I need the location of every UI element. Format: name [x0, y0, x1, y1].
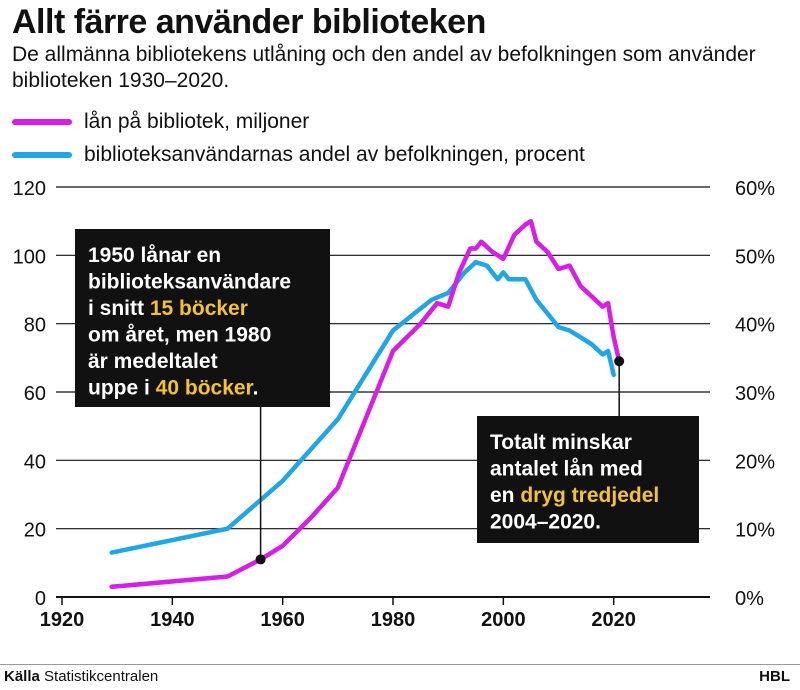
- y-left-tick-label: 60: [24, 383, 46, 405]
- annotation-box-1-line: uppe i 40 böcker.: [88, 377, 258, 400]
- source-name: Statistikcentralen: [44, 668, 159, 685]
- y-right-tick-label: 20%: [735, 451, 775, 473]
- annotation-dot-1: [255, 554, 266, 565]
- legend-item-loans: lån på bibliotek, miljoner: [12, 108, 309, 136]
- chart-title: Allt färre använder biblioteken: [12, 3, 486, 41]
- y-right-tick-label: 50%: [735, 246, 775, 268]
- annotation-box-1-line: i snitt 15 böcker: [88, 297, 248, 320]
- annotation-box-1: 1950 lånar en biblioteksanvändare i snitt …: [75, 229, 330, 407]
- y-left-tick-label: 100: [13, 246, 46, 268]
- annotation-dot-2: [614, 356, 625, 367]
- y-right-tick-label: 0%: [735, 588, 764, 610]
- y-left-tick-label: 20: [24, 520, 46, 542]
- y-left-tick-label: 120: [13, 178, 46, 200]
- annotation-box-2: Totalt minskar antalet lån med en dryg tre…: [477, 416, 699, 543]
- annotation-box-1-line: är medeltalet: [88, 350, 218, 373]
- x-tick-label: 1940: [150, 609, 195, 631]
- legend-swatch-loans: [12, 119, 72, 125]
- footer-divider: [0, 664, 800, 665]
- annotation-box-2-line: 2004–2020.: [490, 511, 601, 534]
- chart-subtitle: De allmänna bibliotekens utlåning och de…: [12, 43, 756, 92]
- annotation-box-2-line: antalet lån med: [490, 458, 643, 481]
- annotation-box-1-line: biblioteksanvändare: [88, 271, 291, 294]
- source-label: Källa: [4, 668, 40, 685]
- annotation-box-2-bg: [477, 416, 699, 543]
- series-line-share: [109, 259, 616, 555]
- annotation-box-1-line: 1950 lånar en: [88, 244, 221, 267]
- x-tick-label: 1980: [371, 609, 416, 631]
- y-left-tick-label: 40: [24, 451, 46, 473]
- y-right-tick-label: 10%: [735, 520, 775, 542]
- x-tick-label: 1960: [260, 609, 305, 631]
- legend-item-share: biblioteksanvändarnas andel av befolknin…: [12, 141, 585, 169]
- footer-source: Källa Statistikcentralen: [4, 668, 158, 685]
- y-left-tick-label: 0: [35, 588, 46, 610]
- x-tick-label: 1920: [40, 609, 85, 631]
- y-right-tick-label: 60%: [735, 178, 775, 200]
- annotation-box-1-bg: [75, 229, 330, 407]
- annotation-box-2-line: en dryg tredjedel: [490, 484, 659, 507]
- legend-label-share: biblioteksanvändarnas andel av befolknin…: [84, 143, 585, 166]
- annotation-box-2-line: Totalt minskar: [490, 431, 632, 454]
- y-right-tick-label: 40%: [735, 315, 775, 337]
- legend-label-loans: lån på bibliotek, miljoner: [84, 110, 310, 133]
- y-right-tick-label: 30%: [735, 383, 775, 405]
- x-tick-label: 2020: [591, 609, 636, 631]
- x-tick-label: 2000: [481, 609, 526, 631]
- series-line-loans: [109, 218, 622, 590]
- brand-logo: HBL: [759, 668, 790, 685]
- annotation-box-1-line: om året, men 1980: [88, 324, 271, 347]
- y-left-tick-label: 80: [24, 315, 46, 337]
- legend-swatch-share: [12, 152, 72, 158]
